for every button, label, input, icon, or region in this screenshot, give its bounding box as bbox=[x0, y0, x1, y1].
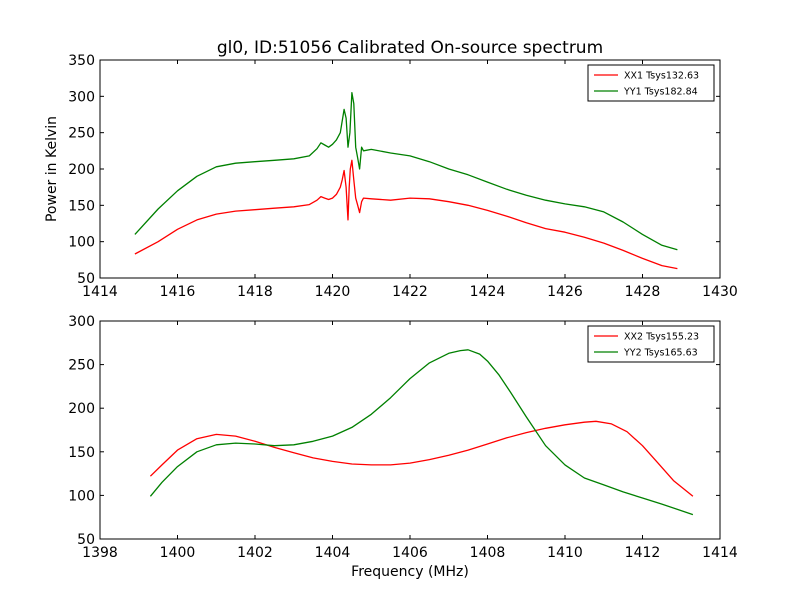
y-tick-label: 150 bbox=[68, 445, 95, 461]
legend: XX2 Tsys155.23 YY2 Tsys165.63 bbox=[587, 325, 715, 363]
y-tick-label: 150 bbox=[68, 198, 95, 214]
x-tick-label: 1416 bbox=[160, 284, 196, 300]
x-tick-label: 1426 bbox=[547, 284, 583, 300]
y-tick-label: 200 bbox=[68, 401, 95, 417]
x-tick-label: 1414 bbox=[702, 545, 738, 561]
y-tick-label: 100 bbox=[68, 488, 95, 504]
legend-label: XX1 Tsys132.63 bbox=[624, 71, 699, 82]
x-tick-label: 1398 bbox=[82, 545, 118, 561]
x-tick-label: 1420 bbox=[315, 284, 351, 300]
chart-title: gl0, ID:51056 Calibrated On-source spect… bbox=[217, 38, 603, 58]
y-tick-label: 200 bbox=[68, 162, 95, 178]
y-tick-label: 250 bbox=[68, 126, 95, 142]
x-tick-label: 1424 bbox=[470, 284, 506, 300]
x-tick-label: 1410 bbox=[547, 545, 583, 561]
legend-label: YY2 Tsys165.63 bbox=[623, 348, 698, 359]
x-tick-label: 1408 bbox=[470, 545, 506, 561]
y-tick-label: 250 bbox=[68, 358, 95, 374]
x-tick-label: 1422 bbox=[392, 284, 428, 300]
y-axis-label: Power in Kelvin bbox=[44, 116, 60, 222]
x-tick-label: 1404 bbox=[315, 545, 351, 561]
chart-panel-1: 1414 1416 1418 1420 1422 1424 1426 1428 1430 50 10… bbox=[44, 38, 738, 300]
x-tick-label: 1414 bbox=[82, 284, 118, 300]
legend-box bbox=[587, 64, 715, 102]
series-line-1-1 bbox=[134, 159, 678, 270]
series-line-2-1 bbox=[149, 420, 694, 497]
x-axis-label: Frequency (MHz) bbox=[351, 564, 469, 580]
legend-label: XX2 Tsys155.23 bbox=[624, 332, 699, 343]
series-line-1-2 bbox=[134, 92, 678, 251]
x-tick-label: 1412 bbox=[625, 545, 661, 561]
y-tick-label: 350 bbox=[68, 53, 95, 69]
legend-label: YY1 Tsys182.84 bbox=[623, 87, 698, 98]
y-tick-label: 50 bbox=[77, 271, 95, 287]
x-tick-label: 1418 bbox=[237, 284, 273, 300]
legend: XX1 Tsys132.63 YY1 Tsys182.84 bbox=[587, 64, 715, 102]
chart-panel-2: 1398 1400 1402 1404 1406 1408 1410 1412 1414 50 10… bbox=[68, 314, 738, 580]
x-tick-label: 1430 bbox=[702, 284, 738, 300]
legend-box bbox=[587, 325, 715, 363]
x-tick-label: 1428 bbox=[625, 284, 661, 300]
series-line-2-2 bbox=[149, 349, 694, 516]
y-tick-label: 300 bbox=[68, 314, 95, 330]
x-tick-label: 1402 bbox=[237, 545, 273, 561]
x-tick-label: 1400 bbox=[160, 545, 196, 561]
y-tick-label: 100 bbox=[68, 235, 95, 251]
y-tick-label: 300 bbox=[68, 89, 95, 105]
y-tick-label: 50 bbox=[77, 532, 95, 548]
x-tick-label: 1406 bbox=[392, 545, 428, 561]
